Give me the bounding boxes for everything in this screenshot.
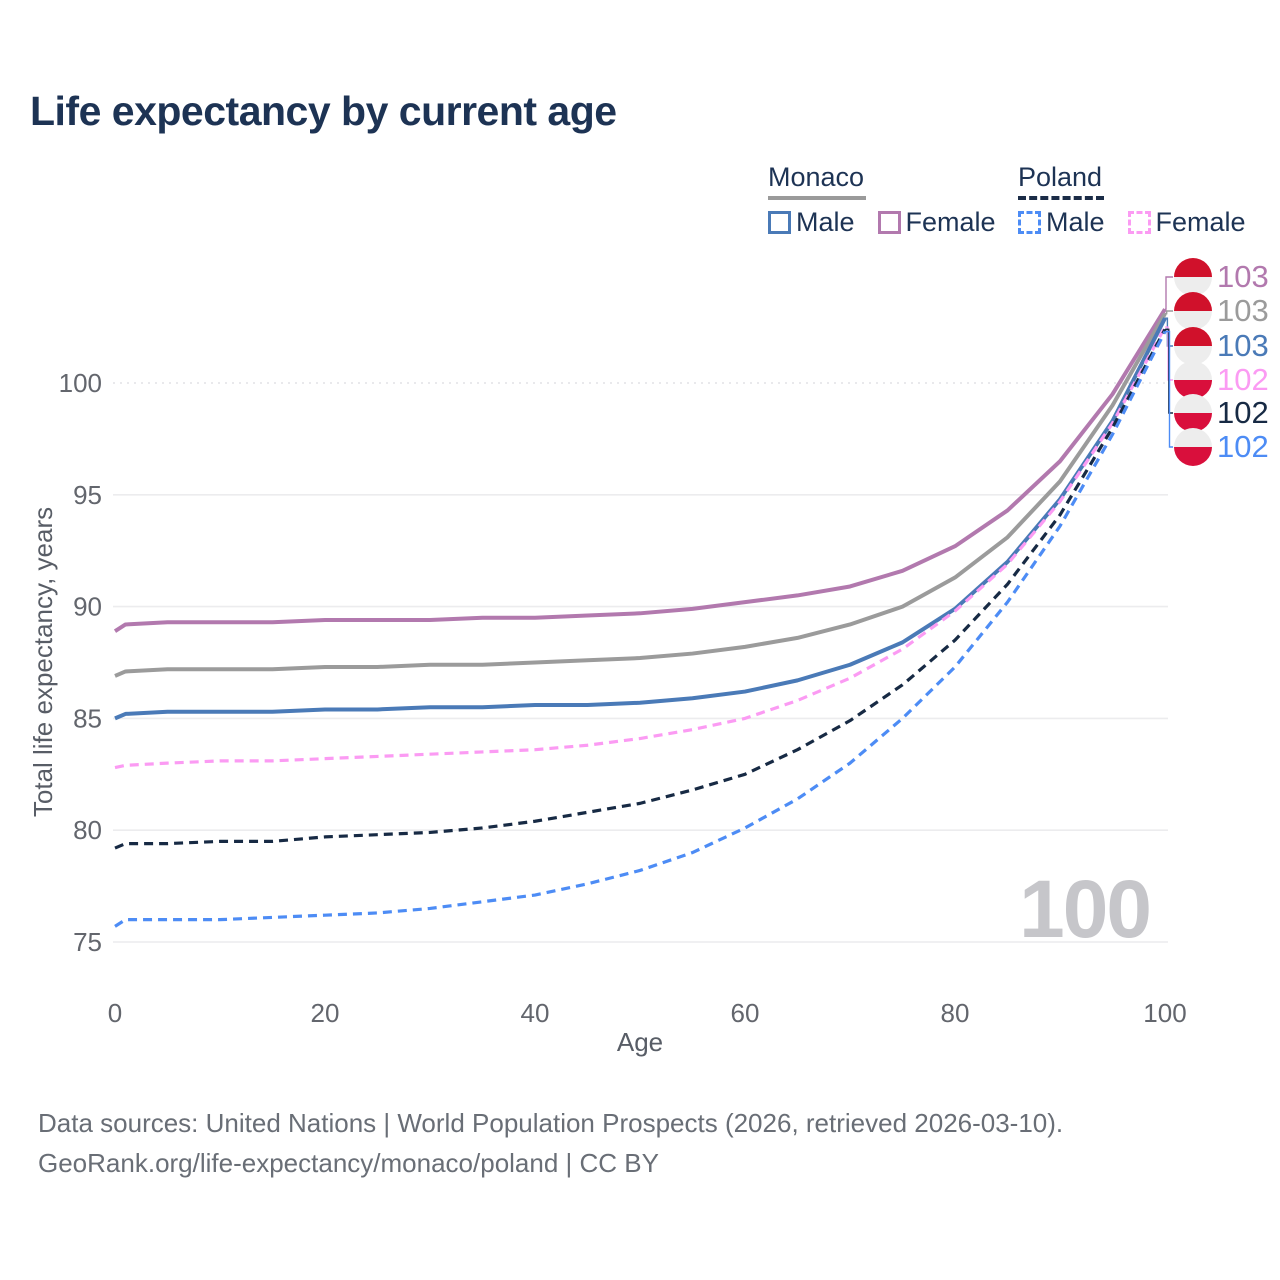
x-tick-0: 0 [108, 998, 122, 1028]
end-value-label-monaco-total: 103 [1217, 293, 1269, 328]
x-tick-100: 100 [1143, 998, 1186, 1028]
age-indicator-watermark: 100 [1019, 864, 1150, 955]
legend-label-monaco-male: Male [796, 207, 855, 237]
monaco-flag-icon [1174, 292, 1212, 330]
y-tick-85: 85 [73, 703, 102, 733]
legend-country-poland[interactable]: Poland [1018, 162, 1105, 200]
y-axis-title: Total life expectancy, years [28, 507, 58, 817]
x-tick-60: 60 [731, 998, 760, 1028]
poland-female-swatch-icon [1127, 211, 1151, 234]
legend-label-poland-female: Female [1155, 207, 1246, 237]
end-connector-poland-female [1165, 326, 1173, 381]
y-tick-90: 90 [73, 592, 102, 622]
y-tick-100: 100 [59, 368, 102, 398]
end-value-label-poland-female: 102 [1217, 362, 1269, 397]
end-value-label-poland-total: 102 [1217, 395, 1269, 430]
end-value-label-monaco-male: 103 [1217, 328, 1269, 363]
end-value-label-monaco-female: 103 [1217, 259, 1269, 294]
legend-group-poland: Poland Male Female [1018, 162, 1246, 238]
poland-flag-icon [1174, 394, 1212, 432]
legend-item-monaco-male[interactable]: Male [768, 207, 855, 238]
monaco-flag-icon [1174, 327, 1212, 365]
y-tick-75: 75 [73, 927, 102, 957]
legend-item-monaco-female[interactable]: Female [877, 207, 996, 238]
series-line-poland-male[interactable] [114, 330, 1167, 928]
end-connector-poland-male [1165, 330, 1173, 448]
monaco-flag-icon [1174, 258, 1212, 296]
monaco-female-swatch-icon [877, 211, 901, 234]
end-value-label-poland-male: 102 [1217, 429, 1269, 464]
legend-label-poland-male: Male [1046, 207, 1105, 237]
footer-data-sources: Data sources: United Nations | World Pop… [38, 1108, 1064, 1138]
series-line-monaco-male[interactable] [114, 317, 1167, 721]
poland-male-swatch-icon [1018, 211, 1041, 234]
legend-items-poland: Male Female [1018, 207, 1246, 238]
y-tick-80: 80 [73, 815, 102, 845]
legend-group-monaco: Monaco Male Female [768, 162, 996, 238]
x-tick-40: 40 [521, 998, 550, 1028]
legend-item-poland-female[interactable]: Female [1127, 207, 1246, 238]
monaco-male-swatch-icon [768, 211, 791, 234]
footer-attribution: GeoRank.org/life-expectancy/monaco/polan… [38, 1148, 659, 1178]
x-tick-80: 80 [941, 998, 970, 1028]
page-title: Life expectancy by current age [30, 88, 617, 134]
y-tick-95: 95 [73, 480, 102, 510]
end-connector-monaco-female [1165, 276, 1173, 310]
x-tick-20: 20 [311, 998, 340, 1028]
legend-country-monaco[interactable]: Monaco [768, 162, 867, 200]
legend-items-monaco: Male Female [768, 207, 996, 238]
legend-label-monaco-female: Female [905, 207, 996, 237]
poland-flag-icon [1174, 428, 1212, 466]
x-axis-title: Age [617, 1027, 663, 1057]
legend-item-poland-male[interactable]: Male [1018, 207, 1105, 238]
series-line-poland-total[interactable] [114, 328, 1167, 850]
series-line-monaco-female[interactable] [113, 308, 1167, 633]
poland-flag-icon [1174, 361, 1212, 399]
series-line-monaco-total[interactable] [114, 312, 1167, 678]
series-line-poland-female[interactable] [114, 326, 1167, 770]
end-connector-monaco-total [1165, 310, 1173, 315]
